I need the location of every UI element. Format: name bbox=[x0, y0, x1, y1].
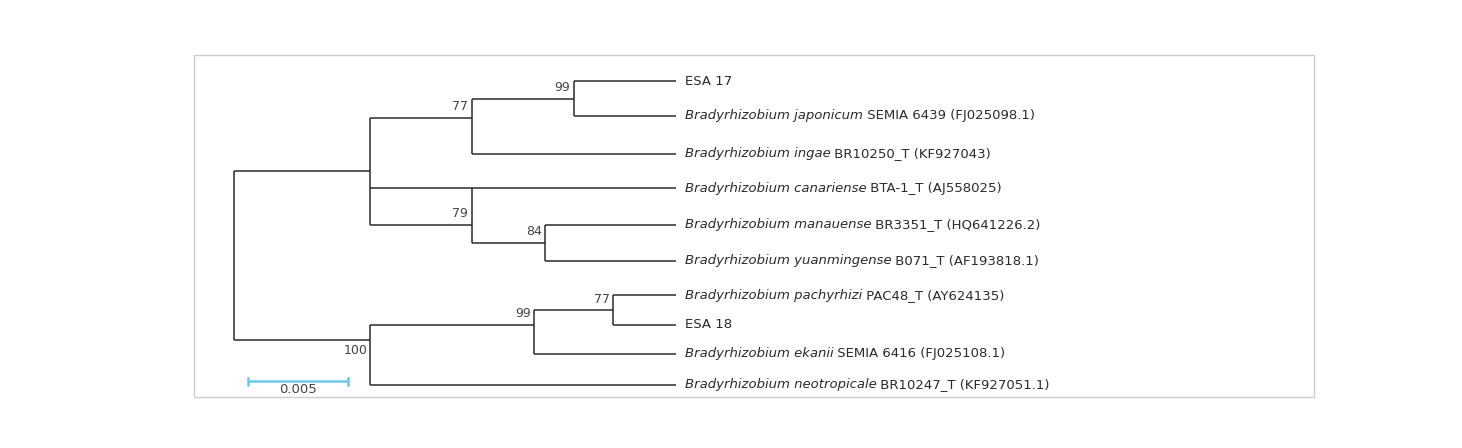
Text: Bradyrhizobium canariense: Bradyrhizobium canariense bbox=[684, 182, 867, 195]
Text: BR10247_T (KF927051.1): BR10247_T (KF927051.1) bbox=[876, 379, 1050, 392]
Text: 99: 99 bbox=[554, 82, 570, 95]
Text: Bradyrhizobium ekanii: Bradyrhizobium ekanii bbox=[684, 347, 833, 360]
Text: Bradyrhizobium manauense: Bradyrhizobium manauense bbox=[684, 218, 871, 231]
Text: Bradyrhizobium yuanmingense: Bradyrhizobium yuanmingense bbox=[684, 254, 892, 267]
Text: Bradyrhizobium neotropicale: Bradyrhizobium neotropicale bbox=[684, 379, 876, 392]
Text: SEMIA 6416 (FJ025108.1): SEMIA 6416 (FJ025108.1) bbox=[833, 347, 1006, 360]
Text: B071_T (AF193818.1): B071_T (AF193818.1) bbox=[892, 254, 1039, 267]
Text: 99: 99 bbox=[515, 307, 531, 320]
Text: 0.005: 0.005 bbox=[279, 383, 317, 396]
Text: Bradyrhizobium japonicum: Bradyrhizobium japonicum bbox=[684, 109, 863, 122]
Text: 77: 77 bbox=[452, 100, 468, 113]
Text: 79: 79 bbox=[452, 207, 468, 220]
Text: BTA-1_T (AJ558025): BTA-1_T (AJ558025) bbox=[867, 182, 1001, 195]
Text: ESA 18: ESA 18 bbox=[684, 318, 732, 331]
Text: BR10250_T (KF927043): BR10250_T (KF927043) bbox=[830, 147, 991, 160]
Text: 84: 84 bbox=[526, 225, 542, 238]
Text: PAC48_T (AY624135): PAC48_T (AY624135) bbox=[863, 289, 1004, 302]
Text: SEMIA 6439 (FJ025098.1): SEMIA 6439 (FJ025098.1) bbox=[863, 109, 1035, 122]
Text: Bradyrhizobium pachyrhizi: Bradyrhizobium pachyrhizi bbox=[684, 289, 863, 302]
Text: 100: 100 bbox=[344, 344, 367, 357]
Text: ESA 17: ESA 17 bbox=[684, 75, 732, 88]
Text: 77: 77 bbox=[594, 293, 610, 306]
Text: BR3351_T (HQ641226.2): BR3351_T (HQ641226.2) bbox=[871, 218, 1041, 231]
Text: Bradyrhizobium ingae: Bradyrhizobium ingae bbox=[684, 147, 830, 160]
